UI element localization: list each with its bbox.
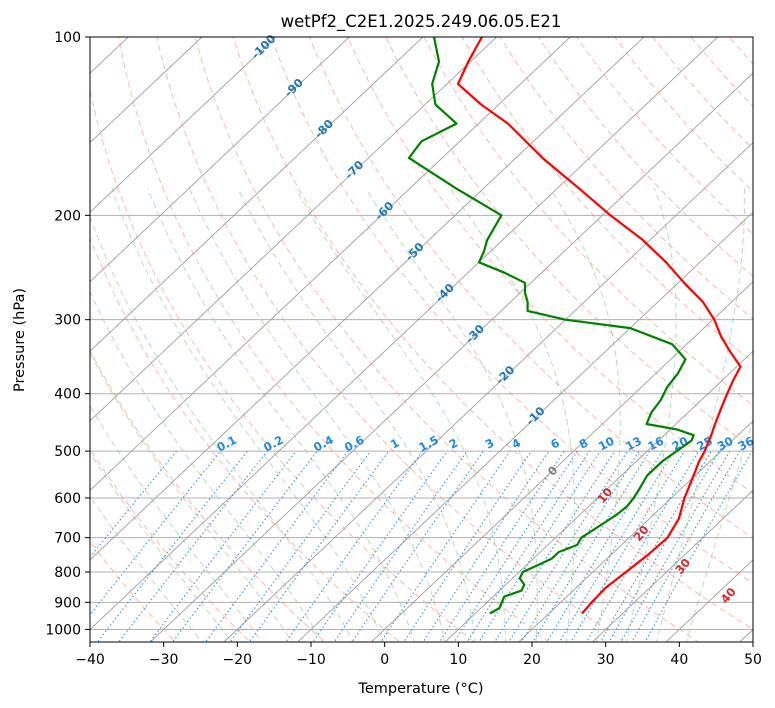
x-tick-label: 50 xyxy=(744,652,762,668)
x-tick-label: −20 xyxy=(223,652,253,668)
dry-adiabat-line xyxy=(270,37,753,584)
mixing-ratio-line xyxy=(453,450,578,642)
moist-adiabat-line xyxy=(147,188,415,642)
mixing-ratio-label: 10 xyxy=(596,434,617,454)
mixing-ratio-line xyxy=(494,450,616,642)
mixing-ratio-line xyxy=(118,450,268,642)
y-tick-label: 800 xyxy=(54,565,81,581)
y-tick-label: 400 xyxy=(54,387,81,403)
dry-adiabat-line xyxy=(156,37,625,642)
mixing-ratio-line xyxy=(149,450,297,642)
x-tick-label: −40 xyxy=(75,652,105,668)
y-axis-title: Pressure (hPa) xyxy=(12,288,28,392)
isotherm-line xyxy=(297,211,753,642)
mixing-ratio-label: 16 xyxy=(645,434,666,454)
sounding-profiles xyxy=(407,37,742,615)
isotherm-line xyxy=(90,37,719,631)
dry-adiabat-line xyxy=(90,448,251,642)
x-tick-label: 20 xyxy=(523,652,541,668)
mixing-ratio-line xyxy=(403,450,532,642)
y-tick-label: 300 xyxy=(54,313,81,329)
x-tick-label: −10 xyxy=(296,652,326,668)
x-tick-label: 40 xyxy=(670,652,688,668)
moist-adiabat-line xyxy=(449,187,576,642)
isotherm-line xyxy=(223,142,753,642)
mixing-ratio-line xyxy=(644,450,753,642)
mixing-ratio-line xyxy=(532,450,651,642)
isotherm-line xyxy=(149,72,753,642)
dewpoint-profile xyxy=(407,37,695,615)
dry-adiabat-line xyxy=(118,37,550,642)
temperature-profile xyxy=(456,37,742,615)
mixing-ratio-label: 20 xyxy=(670,434,691,454)
y-tick-label: 200 xyxy=(54,208,81,224)
isotherm-line xyxy=(90,37,498,422)
mixing-ratio-line xyxy=(422,450,550,642)
y-tick-label: 700 xyxy=(54,531,81,547)
moist-adiabat-line xyxy=(90,404,263,642)
x-tick-label: 10 xyxy=(449,652,467,668)
mixing-ratio-label: 13 xyxy=(623,434,644,454)
x-tick-label: 30 xyxy=(597,652,615,668)
plot-frame xyxy=(89,36,754,643)
mixing-ratio-label: 36 xyxy=(736,434,757,454)
y-tick-label: 100 xyxy=(54,30,81,46)
mixing-ratio-line xyxy=(380,450,511,642)
mixing-ratio-label: 30 xyxy=(715,434,736,454)
mixing-ratio-line xyxy=(248,450,390,642)
mixing-ratio-line xyxy=(599,450,712,642)
isotherm-line xyxy=(90,37,424,352)
isotherm-line xyxy=(90,37,645,561)
moist-adiabat-line xyxy=(237,187,476,642)
moist-adiabat-line xyxy=(295,187,507,642)
y-tick-label: 1000 xyxy=(45,622,81,638)
isotherm-line xyxy=(444,350,753,642)
dry-adiabat-line xyxy=(308,37,753,539)
background-lines xyxy=(90,37,753,642)
mixing-ratio-line xyxy=(90,450,177,558)
dry-adiabat-line xyxy=(499,37,753,320)
mixing-ratio-line xyxy=(439,450,565,642)
mixing-ratio-line xyxy=(90,450,221,616)
moist-adiabat-line xyxy=(90,215,354,642)
x-tick-label: 0 xyxy=(380,652,389,668)
y-tick-label: 500 xyxy=(54,444,81,460)
dry-adiabat-line xyxy=(347,37,753,494)
moist-adiabat-line xyxy=(188,187,446,642)
isotherm-line xyxy=(90,37,203,144)
mixing-ratio-line xyxy=(520,450,640,642)
moist-adiabat-line xyxy=(655,188,746,642)
axes: −40 −30 −20 −10 0 10 20 30 40 50 100 200 300 400 500 60… xyxy=(45,30,762,668)
mixing-ratio-line xyxy=(229,450,372,642)
dry-adiabat-line xyxy=(90,349,326,642)
mixing-ratio-line xyxy=(558,450,675,642)
mixing-ratio-line xyxy=(546,450,663,642)
dry-adiabat-line xyxy=(90,87,476,642)
x-axis-title: Temperature (°C) xyxy=(357,681,483,697)
mixing-ratio-line xyxy=(508,450,628,642)
isotherm-line xyxy=(518,420,753,642)
mixing-ratio-line xyxy=(585,450,700,642)
mixing-ratio-line xyxy=(351,450,484,642)
isotherm-line xyxy=(591,489,753,642)
mixing-ratio-line xyxy=(620,450,731,642)
mixing-ratio-line xyxy=(608,450,720,642)
isotherm-line xyxy=(90,37,350,283)
isotherm-line xyxy=(90,37,571,491)
mixing-ratio-line xyxy=(570,450,685,642)
chart-title: wetPf2_C2E1.2025.249.06.05.E21 xyxy=(281,12,562,32)
y-tick-label: 900 xyxy=(54,595,81,611)
mixing-ratio-line xyxy=(466,450,590,642)
moist-adiabat-line xyxy=(685,418,753,642)
isotherm-line xyxy=(90,37,277,213)
moist-adiabat-line xyxy=(90,351,293,642)
moist-adiabat-line xyxy=(111,188,385,642)
mixing-ratio-line xyxy=(285,450,423,642)
isotherm-line xyxy=(370,281,753,642)
x-tick-label: −30 xyxy=(149,652,179,668)
y-tick-label: 600 xyxy=(54,491,81,507)
dry-adiabat-line xyxy=(232,37,753,630)
moist-adiabat-line xyxy=(90,290,323,642)
